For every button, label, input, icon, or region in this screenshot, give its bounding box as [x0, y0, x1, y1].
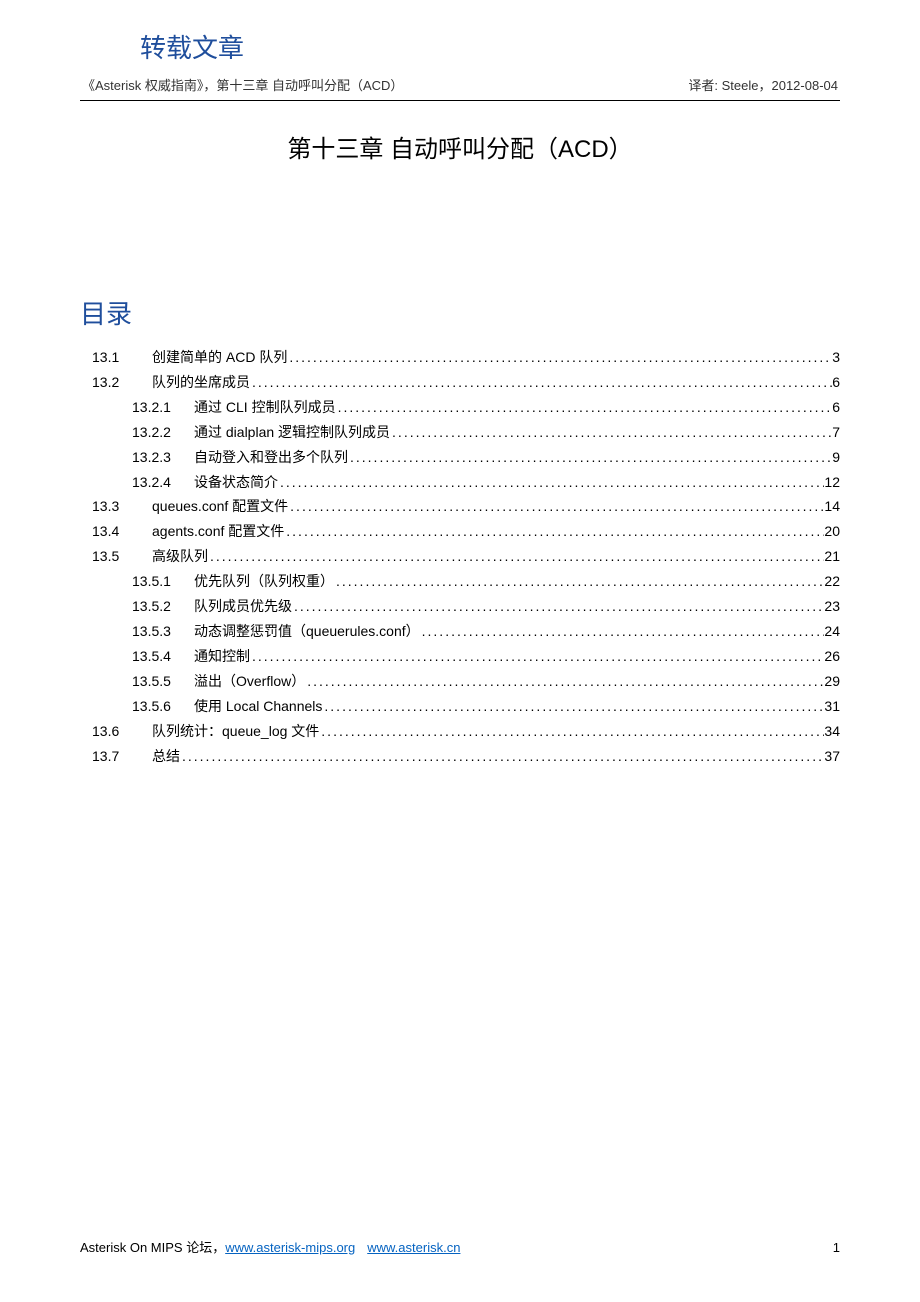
toc-entry-number: 13.2.4: [132, 470, 194, 495]
toc-entry[interactable]: 13.2.4设备状态简介 12: [80, 470, 840, 495]
toc-leader-dots: [208, 544, 824, 569]
toc-entry-page: 20: [824, 519, 840, 544]
toc-entry-page: 3: [832, 345, 840, 370]
doc-meta-bar: 《Asterisk 权威指南》，第十三章 自动呼叫分配（ACD） 译者: Ste…: [80, 75, 840, 101]
toc-leader-dots: [390, 420, 832, 445]
toc-entry-text: 高级队列: [152, 544, 208, 569]
toc-leader-dots: [180, 744, 824, 769]
toc-entry-page: 31: [824, 694, 840, 719]
toc-entry-number: 13.7: [92, 744, 152, 769]
toc-entry-number: 13.4: [92, 519, 152, 544]
toc-leader-dots: [336, 395, 833, 420]
toc-entry-page: 26: [824, 644, 840, 669]
toc-entry-number: 13.2.2: [132, 420, 194, 445]
toc-leader-dots: [250, 370, 832, 395]
toc-entry[interactable]: 13.2.1通过 CLI 控制队列成员 6: [80, 395, 840, 420]
toc-entry-number: 13.5.4: [132, 644, 194, 669]
toc-entry-text: 设备状态简介: [194, 470, 278, 495]
toc-entry-number: 13.5.1: [132, 569, 194, 594]
toc-entry-text: 动态调整惩罚值（queuerules.conf）: [194, 619, 420, 644]
toc-leader-dots: [322, 694, 824, 719]
toc-entry-page: 21: [824, 544, 840, 569]
toc-entry[interactable]: 13.2.2通过 dialplan 逻辑控制队列成员 7: [80, 420, 840, 445]
toc-entry-page: 29: [824, 669, 840, 694]
toc-entry-text: 溢出（Overflow）: [194, 669, 305, 694]
toc-entry[interactable]: 13.5高级队列 21: [80, 544, 840, 569]
toc-entry[interactable]: 13.5.5溢出（Overflow） 29: [80, 669, 840, 694]
toc-entry-text: queues.conf 配置文件: [152, 494, 288, 519]
footer-link-2[interactable]: www.asterisk.cn: [367, 1240, 460, 1255]
toc-leader-dots: [288, 494, 824, 519]
toc-entry-number: 13.6: [92, 719, 152, 744]
toc-entry-page: 12: [824, 470, 840, 495]
toc-entry-number: 13.5.3: [132, 619, 194, 644]
site-title: 转载文章: [140, 28, 840, 65]
toc-entry-number: 13.1: [92, 345, 152, 370]
toc-entry[interactable]: 13.1创建简单的 ACD 队列 3: [80, 345, 840, 370]
toc-leader-dots: [348, 445, 832, 470]
toc-entry-page: 9: [832, 445, 840, 470]
toc-entry[interactable]: 13.5.1优先队列（队列权重） 22: [80, 569, 840, 594]
footer-prefix: Asterisk On MIPS 论坛，: [80, 1240, 225, 1255]
toc-entry-text: 创建简单的 ACD 队列: [152, 345, 287, 370]
toc-leader-dots: [278, 470, 824, 495]
toc-entry-page: 14: [824, 494, 840, 519]
toc-leader-dots: [334, 569, 824, 594]
toc-entry[interactable]: 13.4agents.conf 配置文件 20: [80, 519, 840, 544]
toc-entry-text: 队列成员优先级: [194, 594, 292, 619]
toc-entry-page: 6: [832, 395, 840, 420]
toc-entry-number: 13.5.5: [132, 669, 194, 694]
toc-leader-dots: [250, 644, 824, 669]
toc-entry-page: 24: [824, 619, 840, 644]
toc-entry-text: 队列的坐席成员: [152, 370, 250, 395]
toc-entry-text: 通过 CLI 控制队列成员: [194, 395, 336, 420]
toc-entry-text: 队列统计：queue_log 文件: [152, 719, 319, 744]
toc-leader-dots: [292, 594, 824, 619]
doc-meta-right: 译者: Steele，2012-08-04: [688, 75, 838, 94]
toc-entry-text: 优先队列（队列权重）: [194, 569, 334, 594]
toc: 13.1创建简单的 ACD 队列313.2队列的坐席成员613.2.1通过 CL…: [80, 345, 840, 768]
toc-entry-page: 34: [824, 719, 840, 744]
toc-leader-dots: [420, 619, 825, 644]
toc-entry[interactable]: 13.5.3动态调整惩罚值（queuerules.conf） 24: [80, 619, 840, 644]
page-footer: Asterisk On MIPS 论坛，www.asterisk-mips.or…: [80, 1237, 840, 1256]
footer-page-number: 1: [833, 1240, 840, 1255]
toc-entry[interactable]: 13.5.2队列成员优先级 23: [80, 594, 840, 619]
toc-entry-number: 13.5: [92, 544, 152, 569]
footer-link-1[interactable]: www.asterisk-mips.org: [225, 1240, 355, 1255]
toc-entry-number: 13.2: [92, 370, 152, 395]
toc-entry[interactable]: 13.2.3自动登入和登出多个队列 9: [80, 445, 840, 470]
doc-meta-left: 《Asterisk 权威指南》，第十三章 自动呼叫分配（ACD）: [82, 75, 403, 94]
toc-heading: 目录: [80, 294, 840, 331]
toc-entry-number: 13.3: [92, 494, 152, 519]
toc-entry[interactable]: 13.2队列的坐席成员 6: [80, 370, 840, 395]
toc-entry-number: 13.5.2: [132, 594, 194, 619]
toc-entry-page: 22: [824, 569, 840, 594]
toc-entry[interactable]: 13.5.6使用 Local Channels 31: [80, 694, 840, 719]
toc-leader-dots: [284, 519, 824, 544]
toc-entry-number: 13.2.1: [132, 395, 194, 420]
toc-entry[interactable]: 13.6队列统计：queue_log 文件 34: [80, 719, 840, 744]
toc-entry-number: 13.2.3: [132, 445, 194, 470]
toc-entry-text: 总结: [152, 744, 180, 769]
toc-entry-number: 13.5.6: [132, 694, 194, 719]
toc-leader-dots: [287, 345, 832, 370]
toc-entry[interactable]: 13.5.4通知控制 26: [80, 644, 840, 669]
toc-entry-page: 23: [824, 594, 840, 619]
toc-entry-page: 37: [824, 744, 840, 769]
chapter-title: 第十三章 自动呼叫分配（ACD）: [80, 129, 840, 164]
toc-entry-text: 通知控制: [194, 644, 250, 669]
toc-entry-text: 自动登入和登出多个队列: [194, 445, 348, 470]
toc-leader-dots: [319, 719, 824, 744]
toc-entry-page: 7: [832, 420, 840, 445]
toc-entry-text: 通过 dialplan 逻辑控制队列成员: [194, 420, 390, 445]
toc-leader-dots: [305, 669, 824, 694]
toc-entry[interactable]: 13.7总结 37: [80, 744, 840, 769]
toc-entry-text: 使用 Local Channels: [194, 694, 322, 719]
toc-entry-page: 6: [832, 370, 840, 395]
toc-entry[interactable]: 13.3queues.conf 配置文件 14: [80, 494, 840, 519]
toc-entry-text: agents.conf 配置文件: [152, 519, 284, 544]
footer-links: Asterisk On MIPS 论坛，www.asterisk-mips.or…: [80, 1237, 472, 1256]
